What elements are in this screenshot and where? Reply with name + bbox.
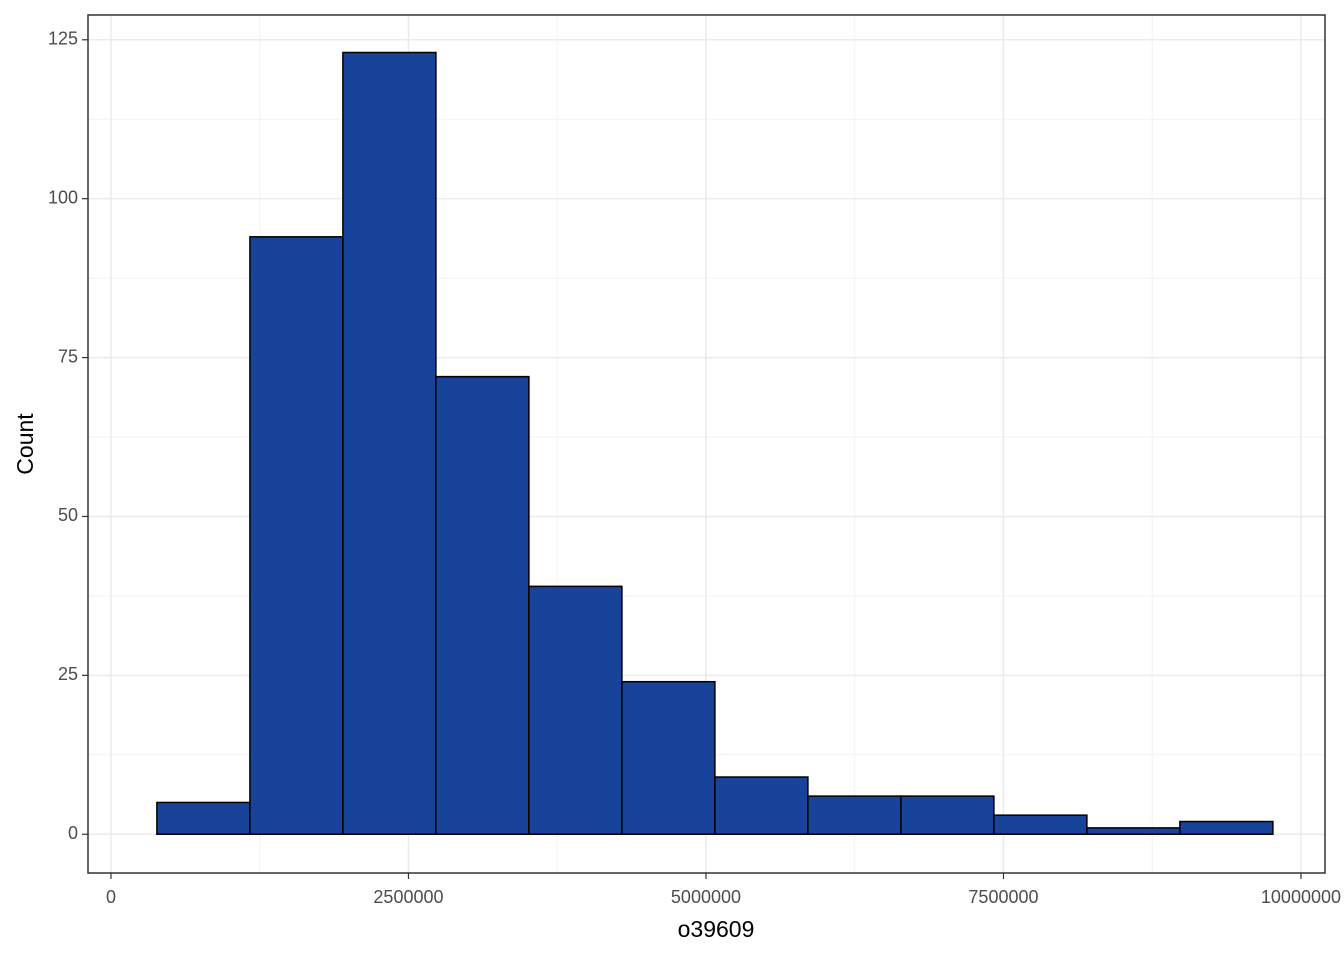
bar (1179, 820, 1274, 835)
y-tick-label: 25 (58, 664, 78, 684)
x-tick-label: 10000000 (1261, 887, 1341, 907)
y-tick-label: 75 (58, 346, 78, 366)
panel-border (87, 14, 1326, 874)
y-tick-label: 0 (68, 823, 78, 843)
bar (249, 236, 344, 835)
x-tick-label: 7500000 (968, 887, 1038, 907)
x-axis-title: o39609 (678, 916, 755, 942)
bar (621, 680, 716, 835)
bar (714, 776, 809, 835)
y-tick-label: 100 (48, 187, 78, 207)
y-tick-label: 50 (58, 505, 78, 525)
x-tick-label: 0 (106, 887, 116, 907)
y-axis-title: Count (12, 413, 38, 475)
bar (528, 585, 623, 835)
bar (435, 375, 530, 835)
bar (807, 795, 902, 835)
bar (1086, 827, 1181, 835)
bar (342, 51, 437, 835)
x-tick-label: 5000000 (671, 887, 741, 907)
bar (156, 801, 251, 835)
x-tick-label: 2500000 (373, 887, 443, 907)
y-tick-label: 125 (48, 29, 78, 49)
bar (900, 795, 995, 835)
bar (993, 814, 1088, 835)
